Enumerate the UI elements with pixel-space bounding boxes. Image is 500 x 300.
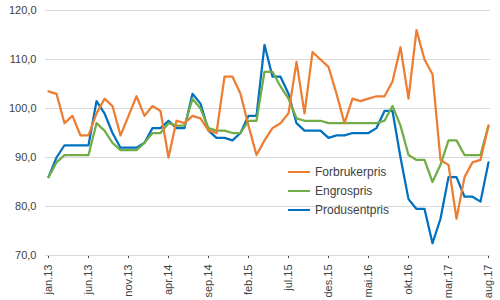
svg-text:80,0: 80,0	[15, 200, 36, 212]
svg-text:120,0: 120,0	[9, 4, 37, 16]
svg-text:mar.17: mar.17	[442, 265, 454, 299]
svg-text:jan.13: jan.13	[42, 265, 54, 296]
svg-text:110,0: 110,0	[10, 53, 37, 65]
html-text:Engrospris: Engrospris	[315, 183, 373, 198]
svg-text:jun.13: jun.13	[82, 265, 94, 296]
html-text:Forbrukerpris: Forbrukerpris	[315, 164, 387, 179]
html-text:Produsentpris: Produsentpris	[315, 202, 389, 217]
svg-text:sep.14: sep.14	[202, 265, 214, 298]
svg-text:100,0: 100,0	[9, 102, 37, 114]
svg-text:jul.15: jul.15	[282, 265, 294, 292]
svg-text:des.15: des.15	[322, 265, 334, 298]
svg-text:feb.15: feb.15	[242, 265, 254, 296]
svg-text:70,0: 70,0	[15, 249, 36, 261]
svg-text:aug.17: aug.17	[482, 265, 494, 299]
svg-text:90,0: 90,0	[15, 151, 36, 163]
svg-text:mai.16: mai.16	[362, 265, 374, 298]
svg-text:okt.16: okt.16	[402, 265, 414, 295]
svg-text:nov.13: nov.13	[122, 265, 134, 297]
svg-text:apr.14: apr.14	[162, 265, 174, 296]
